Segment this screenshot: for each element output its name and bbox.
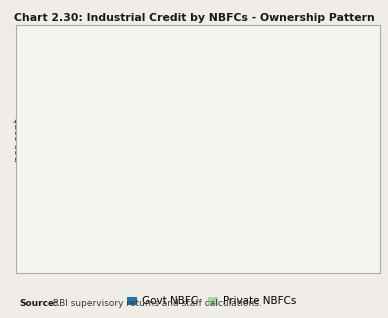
Bar [295, 32, 358, 80]
Bar [180, 73, 243, 248]
Legend: Govt NBFC, Private NBFCs: Govt NBFC, Private NBFCs [123, 292, 300, 310]
Bar [65, 75, 128, 248]
Text: 77.9: 77.9 [315, 161, 338, 171]
Text: Source:: Source: [19, 300, 58, 308]
Bar [65, 32, 128, 75]
Text: Chart 2.30: Industrial Credit by NBFCs - Ownership Pattern: Chart 2.30: Industrial Credit by NBFCs -… [14, 13, 374, 23]
Y-axis label: per cent: per cent [14, 118, 24, 162]
Bar [180, 32, 243, 73]
Bar [295, 80, 358, 248]
Text: 22.1: 22.1 [315, 51, 338, 61]
Text: RBI supervisory returns and staff calculations.: RBI supervisory returns and staff calcul… [50, 300, 262, 308]
